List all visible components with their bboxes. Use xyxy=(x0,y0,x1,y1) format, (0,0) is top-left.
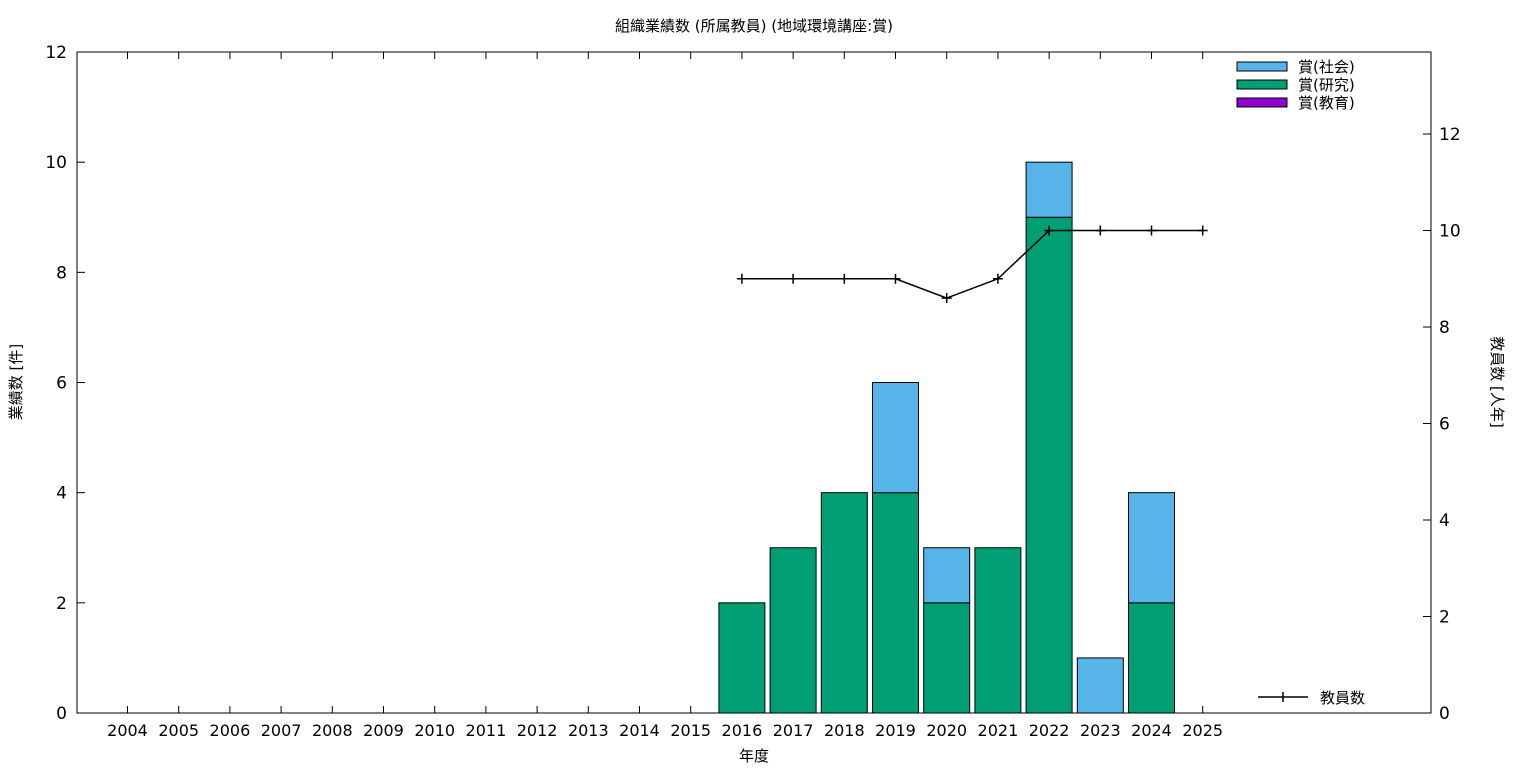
chart-title: 組織業績数 (所属教員) (地域環境講座:賞) xyxy=(615,17,893,35)
x-tick-label: 2016 xyxy=(722,721,763,740)
y-tick-label: 0 xyxy=(56,704,67,724)
x-axis-label: 年度 xyxy=(739,747,769,765)
bar-賞(研究) xyxy=(1128,602,1175,714)
bar-賞(研究) xyxy=(872,492,919,714)
bar-賞(研究) xyxy=(820,492,868,714)
legend-swatch xyxy=(1236,79,1288,90)
y-axis-label: 業績数 [件] xyxy=(7,344,25,420)
x-tick-label: 2005 xyxy=(158,721,199,740)
y-tick-label: 6 xyxy=(56,374,67,394)
y2-tick-label: 0 xyxy=(1439,704,1450,724)
y-tick-label: 2 xyxy=(56,594,67,614)
x-tick-label: 2011 xyxy=(466,721,507,740)
legend-swatch xyxy=(1236,97,1288,108)
bar-賞(社会) xyxy=(1076,657,1124,714)
y-tick-label: 10 xyxy=(45,153,67,173)
x-tick-label: 2008 xyxy=(312,721,353,740)
y2-axis-label: 教員数 [人年] xyxy=(1488,336,1506,427)
y-tick-label: 4 xyxy=(56,484,67,504)
x-tick-label: 2015 xyxy=(670,721,711,740)
x-tick-label: 2024 xyxy=(1131,721,1172,740)
y-tick-label: 12 xyxy=(45,43,67,63)
bar-賞(研究) xyxy=(769,547,817,714)
line-teacher-count xyxy=(741,229,1203,299)
x-tick-label: 2025 xyxy=(1182,721,1223,740)
legend-swatch xyxy=(1236,61,1288,72)
y2-tick-label: 4 xyxy=(1439,511,1450,531)
y2-tick-label: 12 xyxy=(1439,125,1461,145)
y2-tick-label: 10 xyxy=(1439,222,1461,242)
x-tick-label: 2020 xyxy=(926,721,967,740)
x-tick-label: 2021 xyxy=(978,721,1019,740)
legend-label: 賞(研究) xyxy=(1298,76,1355,94)
bar-賞(研究) xyxy=(923,602,971,714)
y2-tick-label: 2 xyxy=(1439,608,1450,628)
x-tick-label: 2006 xyxy=(210,721,251,740)
bar-賞(社会) xyxy=(923,547,971,604)
bar-賞(研究) xyxy=(718,602,766,714)
bar-賞(社会) xyxy=(872,382,919,494)
x-tick-label: 2007 xyxy=(261,721,302,740)
bar-賞(社会) xyxy=(1025,161,1073,218)
x-tick-label: 2012 xyxy=(517,721,558,740)
x-tick-label: 2019 xyxy=(875,721,916,740)
x-tick-label: 2010 xyxy=(414,721,455,740)
bar-賞(研究) xyxy=(1025,216,1073,714)
legend-line-label: 教員数 xyxy=(1320,689,1365,707)
legend-label: 賞(教育) xyxy=(1298,94,1355,112)
y2-tick-label: 8 xyxy=(1439,318,1450,338)
bar-賞(社会) xyxy=(1128,492,1175,604)
legend-label: 賞(社会) xyxy=(1298,58,1355,76)
x-tick-label: 2022 xyxy=(1029,721,1070,740)
bar-賞(研究) xyxy=(974,547,1022,714)
y-tick-label: 8 xyxy=(56,263,67,283)
y2-tick-label: 6 xyxy=(1439,415,1450,435)
x-tick-label: 2018 xyxy=(824,721,865,740)
x-tick-label: 2023 xyxy=(1080,721,1121,740)
x-tick-label: 2013 xyxy=(568,721,609,740)
x-tick-label: 2009 xyxy=(363,721,404,740)
x-tick-label: 2014 xyxy=(619,721,660,740)
x-tick-label: 2017 xyxy=(773,721,814,740)
x-tick-label: 2004 xyxy=(107,721,148,740)
